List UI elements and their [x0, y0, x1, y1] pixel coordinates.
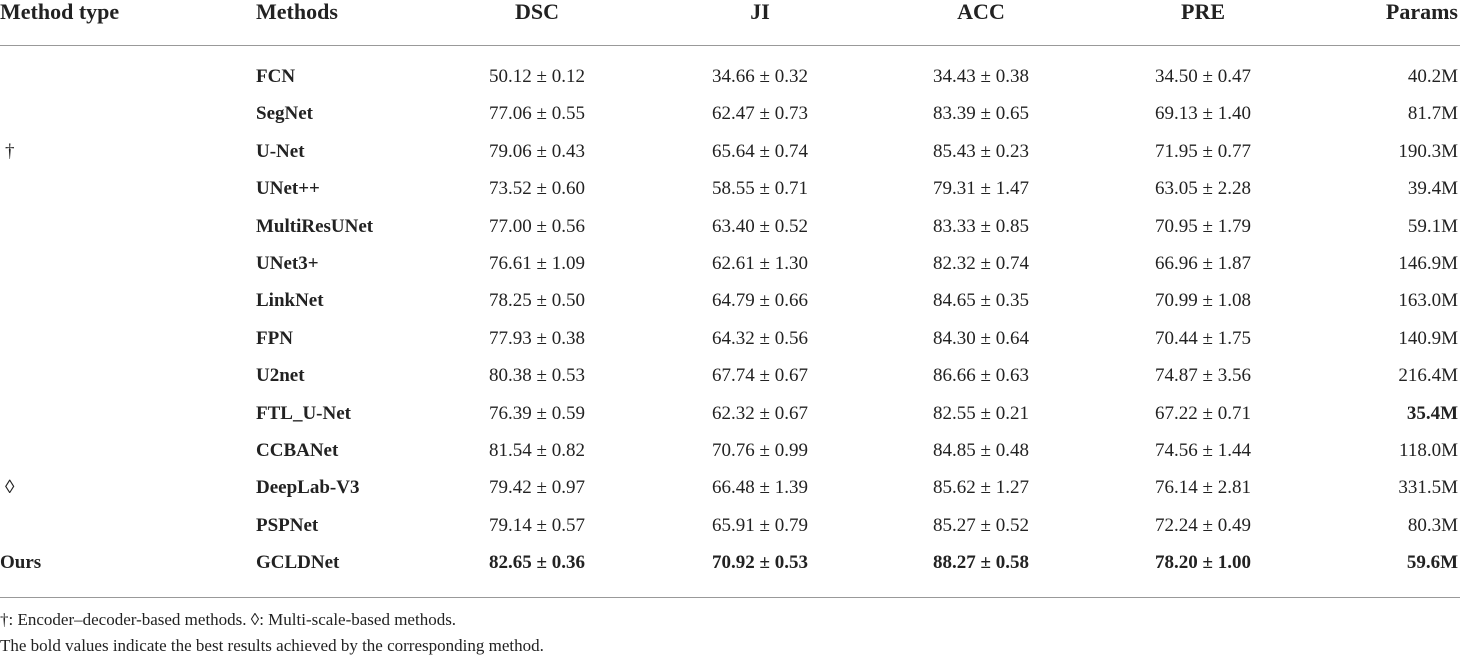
params-cell: 331.5M: [1398, 477, 1458, 499]
method-name: FPN: [256, 327, 293, 349]
ji-cell: 58.55 ± 0.71: [712, 178, 808, 200]
ji-cell: 67.74 ± 0.67: [712, 365, 808, 387]
ji-cell: 65.91 ± 0.79: [712, 514, 808, 536]
ji-cell: 70.92 ± 0.53: [712, 552, 808, 574]
pre-cell: 63.05 ± 2.28: [1155, 178, 1251, 200]
method-type: ◊: [5, 477, 15, 499]
dsc-cell: 79.42 ± 0.97: [489, 477, 585, 499]
method-type: †: [5, 140, 15, 162]
pre-cell: 76.14 ± 2.81: [1155, 477, 1251, 499]
pre-cell: 70.44 ± 1.75: [1155, 327, 1251, 349]
params-cell: 59.6M: [1406, 552, 1458, 574]
params-cell: 190.3M: [1398, 140, 1458, 162]
ji-cell: 62.47 ± 0.73: [712, 103, 808, 125]
footnote: †: Encoder–decoder-based methods. ◊: Mul…: [0, 610, 457, 629]
acc-cell: 86.66 ± 0.63: [933, 365, 1029, 387]
params-cell: 163.0M: [1398, 290, 1458, 312]
ji-cell: 70.76 ± 0.99: [712, 440, 808, 461]
dsc-cell: 78.25 ± 0.50: [489, 290, 585, 312]
ji-cell: 64.79 ± 0.66: [712, 290, 808, 312]
dsc-cell: 77.00 ± 0.56: [489, 215, 585, 237]
bottom-rule: [0, 597, 1460, 598]
acc-cell: 82.32 ± 0.74: [933, 253, 1029, 274]
dsc-cell: 81.54 ± 0.82: [489, 440, 585, 461]
pre-cell: 70.95 ± 1.79: [1155, 215, 1251, 237]
pre-cell: 72.24 ± 0.49: [1155, 514, 1251, 536]
acc-cell: 84.65 ± 0.35: [933, 290, 1029, 312]
acc-cell: 88.27 ± 0.58: [933, 552, 1029, 574]
column-header: JI: [750, 0, 770, 24]
header-rule: [0, 45, 1460, 46]
method-name: U2net: [256, 365, 305, 387]
acc-cell: 83.39 ± 0.65: [933, 103, 1029, 125]
pre-cell: 67.22 ± 0.71: [1155, 402, 1251, 424]
pre-cell: 74.87 ± 3.56: [1155, 365, 1251, 387]
method-name: GCLDNet: [256, 552, 340, 574]
column-header: Methods: [256, 0, 338, 24]
ji-cell: 63.40 ± 0.52: [712, 215, 808, 237]
acc-cell: 82.55 ± 0.21: [933, 402, 1029, 424]
pre-cell: 78.20 ± 1.00: [1155, 552, 1251, 574]
dsc-cell: 80.38 ± 0.53: [489, 365, 585, 387]
params-cell: 40.2M: [1407, 66, 1458, 87]
acc-cell: 34.43 ± 0.38: [933, 66, 1029, 87]
dsc-cell: 76.39 ± 0.59: [489, 402, 585, 424]
dsc-cell: 73.52 ± 0.60: [489, 178, 585, 200]
dsc-cell: 79.06 ± 0.43: [489, 140, 585, 162]
ji-cell: 62.32 ± 0.67: [712, 402, 808, 424]
acc-cell: 85.27 ± 0.52: [933, 514, 1029, 536]
params-cell: 140.9M: [1398, 327, 1458, 349]
pre-cell: 71.95 ± 0.77: [1155, 140, 1251, 162]
ji-cell: 65.64 ± 0.74: [712, 140, 808, 162]
method-name: CCBANet: [256, 440, 339, 461]
dsc-cell: 77.06 ± 0.55: [489, 103, 585, 125]
method-name: MultiResUNet: [256, 215, 374, 237]
params-cell: 80.3M: [1407, 514, 1458, 536]
dsc-cell: 76.61 ± 1.09: [489, 253, 585, 274]
params-cell: 81.7M: [1407, 103, 1458, 125]
ji-cell: 62.61 ± 1.30: [712, 253, 808, 274]
pre-cell: 34.50 ± 0.47: [1155, 66, 1251, 87]
method-name: DeepLab-V3: [256, 477, 360, 499]
ji-cell: 64.32 ± 0.56: [712, 327, 808, 349]
column-header: PRE: [1181, 0, 1225, 24]
acc-cell: 83.33 ± 0.85: [933, 215, 1029, 237]
ji-cell: 34.66 ± 0.32: [712, 66, 808, 87]
column-header: DSC: [514, 0, 560, 24]
method-name: UNet3+: [256, 253, 319, 274]
column-header: Params: [1385, 0, 1458, 24]
pre-cell: 70.99 ± 1.08: [1155, 290, 1251, 312]
acc-cell: 79.31 ± 1.47: [933, 178, 1029, 200]
acc-cell: 85.43 ± 0.23: [933, 140, 1029, 162]
params-cell: 35.4M: [1406, 402, 1458, 424]
method-name: FTL_U-Net: [256, 402, 351, 424]
ji-cell: 66.48 ± 1.39: [712, 477, 808, 499]
method-name: LinkNet: [256, 290, 324, 312]
params-cell: 146.9M: [1398, 253, 1458, 274]
pre-cell: 69.13 ± 1.40: [1155, 103, 1251, 125]
acc-cell: 84.85 ± 0.48: [933, 440, 1029, 461]
column-header: Method type: [0, 0, 120, 24]
dsc-cell: 50.12 ± 0.12: [489, 66, 585, 87]
footnote: The bold values indicate the best result…: [0, 636, 544, 655]
method-name: UNet++: [256, 178, 320, 200]
acc-cell: 85.62 ± 1.27: [933, 477, 1029, 499]
params-cell: 39.4M: [1407, 178, 1458, 200]
acc-cell: 84.30 ± 0.64: [933, 327, 1029, 349]
dsc-cell: 77.93 ± 0.38: [489, 327, 585, 349]
params-cell: 59.1M: [1407, 215, 1458, 237]
method-name: SegNet: [256, 103, 313, 125]
params-cell: 216.4M: [1398, 365, 1458, 387]
column-header: ACC: [957, 0, 1005, 24]
method-name: U-Net: [256, 140, 305, 162]
method-type: Ours: [0, 552, 42, 574]
method-name: FCN: [256, 66, 296, 87]
pre-cell: 66.96 ± 1.87: [1155, 253, 1251, 274]
dsc-cell: 79.14 ± 0.57: [489, 514, 585, 536]
params-cell: 118.0M: [1399, 440, 1458, 461]
dsc-cell: 82.65 ± 0.36: [489, 552, 585, 574]
pre-cell: 74.56 ± 1.44: [1155, 440, 1251, 461]
method-name: PSPNet: [256, 514, 319, 536]
